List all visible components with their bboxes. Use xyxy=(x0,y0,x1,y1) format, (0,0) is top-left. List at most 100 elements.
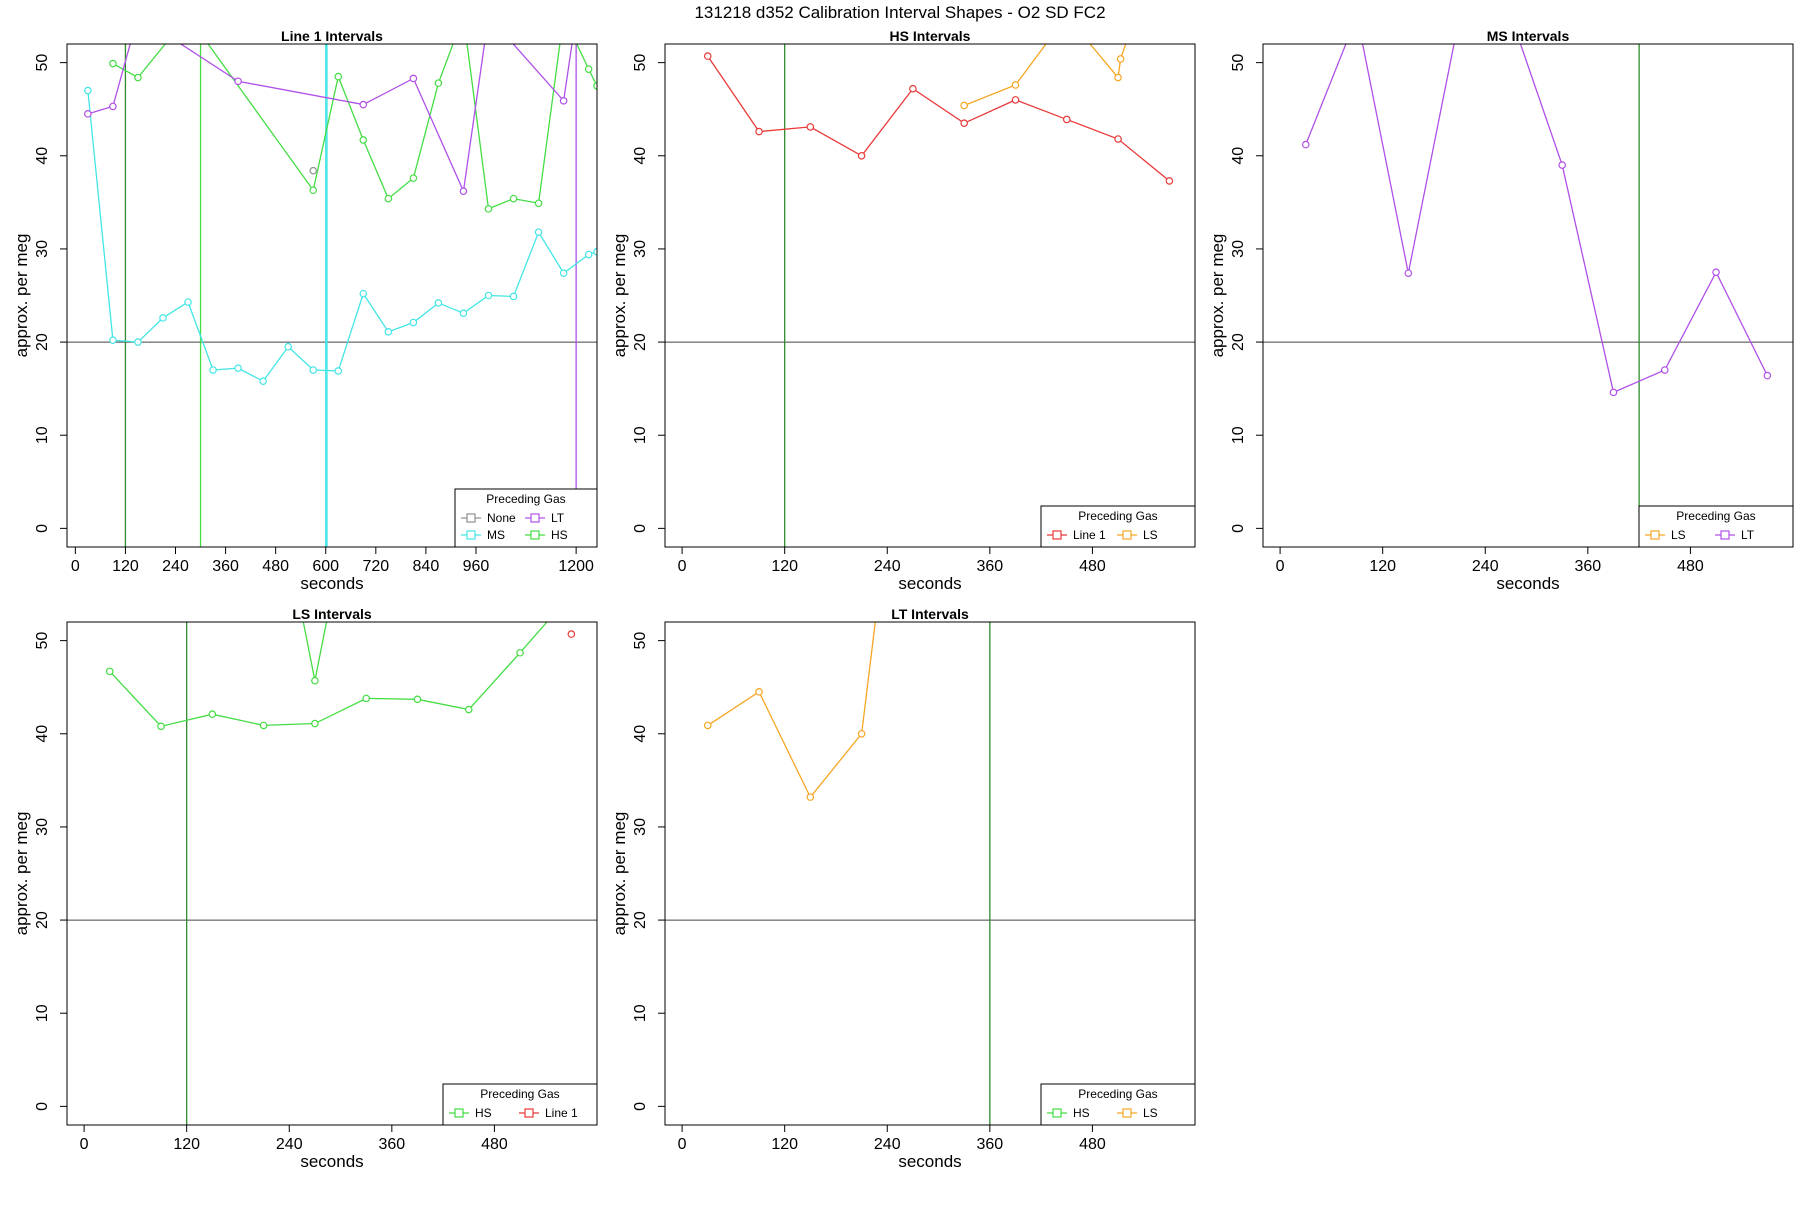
data-point xyxy=(534,228,543,236)
data-point xyxy=(806,793,815,801)
legend-entry: None xyxy=(487,511,516,525)
data-point xyxy=(516,648,524,657)
data-point xyxy=(105,667,114,676)
data-point xyxy=(703,52,712,60)
y-tick-label: 40 xyxy=(34,147,51,165)
legend-swatch-marker xyxy=(466,513,476,523)
data-point xyxy=(1558,161,1566,169)
x-tick-label: 0 xyxy=(1276,558,1285,575)
data-point xyxy=(460,13,466,19)
plot-area xyxy=(665,622,1195,1125)
data-point xyxy=(109,336,117,345)
series-line xyxy=(1305,44,1768,394)
y-axis-label: approx. per meg xyxy=(12,812,31,936)
data-point xyxy=(311,719,319,728)
chart-title: Line 1 Intervals xyxy=(281,28,383,44)
data-point xyxy=(359,289,368,298)
data-point xyxy=(755,127,763,136)
x-tick-label: 360 xyxy=(976,558,1003,575)
data-point xyxy=(134,73,142,82)
x-tick-label: 600 xyxy=(312,558,339,575)
y-tick-label: 50 xyxy=(34,54,51,72)
legend-title: Preceding Gas xyxy=(1078,509,1157,523)
legend-entry: LS xyxy=(1143,1106,1158,1120)
y-tick-label: 30 xyxy=(1230,240,1247,258)
data-point xyxy=(857,729,866,738)
plot-frame xyxy=(66,43,598,548)
data-point xyxy=(509,194,518,203)
x-axis-label: seconds xyxy=(1496,574,1559,593)
legend: Preceding Gas None LT MS HS xyxy=(454,488,598,548)
chart-panel-4: LS Intervals 0 120 240 360 480 0 10 20 30 40 50 seco… xyxy=(12,606,598,1171)
series-line xyxy=(707,622,876,799)
chart-panel-1: Line 1 Intervals 0 120 240 360 480 600 720 840 96… xyxy=(12,13,598,593)
data-point xyxy=(1062,115,1071,124)
x-tick-label: 480 xyxy=(1677,558,1704,575)
data-point xyxy=(413,695,422,704)
y-tick-label: 20 xyxy=(34,911,51,929)
data-point xyxy=(560,13,566,19)
legend-entry: LT xyxy=(551,511,565,525)
data-point xyxy=(159,314,167,322)
data-point xyxy=(309,186,318,195)
legend: Preceding Gas HS Line 1 xyxy=(442,1083,598,1126)
data-point xyxy=(334,367,343,375)
legend-title: Preceding Gas xyxy=(1078,1087,1157,1101)
data-point xyxy=(135,13,141,19)
legend-title: Preceding Gas xyxy=(486,492,565,506)
data-point xyxy=(409,174,418,182)
chart-panel-2: HS Intervals 0 120 240 360 480 0 10 20 30 40 50 seco… xyxy=(610,13,1196,593)
data-point xyxy=(1609,388,1618,397)
y-tick-label: 30 xyxy=(34,240,51,258)
y-tick-label: 0 xyxy=(632,1102,649,1111)
data-point xyxy=(584,65,593,73)
x-tick-label: 120 xyxy=(1369,558,1396,575)
x-tick-label: 240 xyxy=(1472,558,1499,575)
data-point xyxy=(1301,140,1310,149)
y-tick-label: 50 xyxy=(632,54,649,72)
legend-swatch-marker xyxy=(1052,1108,1062,1118)
data-point xyxy=(1508,13,1514,19)
data-point xyxy=(84,86,92,95)
x-tick-label: 0 xyxy=(678,1136,687,1153)
data-point xyxy=(208,710,217,719)
data-point xyxy=(84,110,92,118)
data-point xyxy=(334,72,343,81)
x-tick-label: 240 xyxy=(162,558,189,575)
x-tick-label: 240 xyxy=(874,558,901,575)
series-line xyxy=(87,44,573,194)
y-tick-label: 30 xyxy=(34,818,51,836)
data-point xyxy=(284,342,292,351)
plot-frame xyxy=(664,621,1196,1126)
plot-frame xyxy=(66,621,598,1126)
y-tick-label: 20 xyxy=(632,333,649,351)
x-tick-label: 120 xyxy=(771,1136,798,1153)
data-point xyxy=(109,102,117,111)
legend-title: Preceding Gas xyxy=(1676,509,1755,523)
x-tick-label: 240 xyxy=(874,1136,901,1153)
data-point xyxy=(485,13,491,19)
chart-title: MS Intervals xyxy=(1487,28,1570,44)
y-axis-label: approx. per meg xyxy=(12,234,31,358)
data-point xyxy=(434,299,443,307)
y-tick-label: 10 xyxy=(34,426,51,444)
data-point xyxy=(509,292,518,301)
chart-panel-5: LT Intervals 0 120 240 360 480 0 10 20 30 40 50 seco… xyxy=(610,606,1196,1171)
series-line xyxy=(109,622,548,728)
data-point xyxy=(434,79,443,87)
legend-swatch-marker xyxy=(1122,530,1132,540)
x-tick-label: 240 xyxy=(276,1136,303,1153)
data-point xyxy=(1132,13,1138,19)
data-point xyxy=(309,166,318,175)
chart-title: HS Intervals xyxy=(890,28,971,44)
y-tick-label: 40 xyxy=(632,725,649,743)
data-point xyxy=(960,119,968,127)
chart-title: LS Intervals xyxy=(292,606,372,622)
data-point xyxy=(109,59,117,68)
x-axis-label: seconds xyxy=(300,574,363,593)
data-point xyxy=(484,291,493,300)
data-point xyxy=(755,688,763,696)
x-tick-label: 120 xyxy=(173,1136,200,1153)
plot-frame xyxy=(664,43,1196,548)
x-tick-label: 360 xyxy=(1574,558,1601,575)
